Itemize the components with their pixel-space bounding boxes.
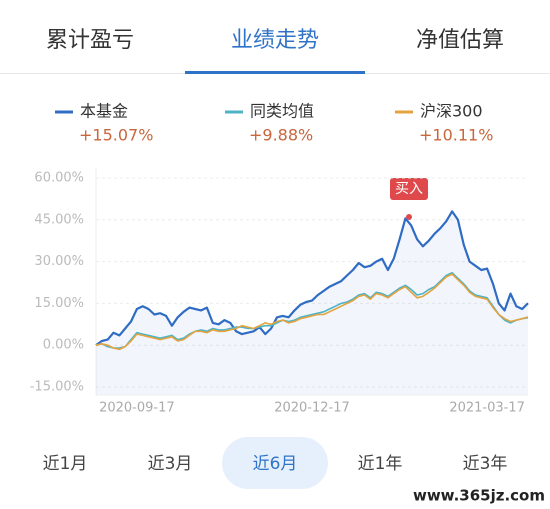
legend-change: +10.11% [419, 126, 493, 145]
annotation-box [390, 178, 428, 200]
y-tick-label: 30.00% [34, 254, 84, 269]
y-tick-label: 45.00% [34, 212, 84, 227]
x-tick-label: 2021-03-17 [449, 401, 525, 416]
series-line [95, 271, 529, 349]
range-button[interactable]: 近3月 [148, 454, 193, 474]
tab[interactable]: 累计盈亏 [46, 28, 134, 53]
legend-label: 沪深300 [420, 102, 483, 121]
y-tick-label: 60.00% [34, 171, 84, 186]
x-tick-label: 2020-12-17 [274, 401, 350, 416]
series-line [95, 210, 529, 347]
x-tick-label: 2020-09-17 [99, 401, 175, 416]
range-button[interactable]: 近1年 [358, 454, 403, 474]
buy-marker [406, 214, 412, 220]
range-button[interactable]: 近1月 [43, 454, 88, 474]
range-button[interactable]: 近3年 [463, 454, 508, 474]
annotation: 买入 [395, 181, 423, 197]
range-button[interactable]: 近6月 [253, 454, 298, 474]
legend-change: +15.07% [79, 126, 153, 145]
tab-active[interactable]: 业绩走势 [231, 28, 319, 53]
series-line [95, 273, 529, 351]
watermark: www.365jz.com [413, 487, 545, 505]
legend-label: 同类均值 [250, 102, 314, 121]
y-tick-label: -15.00% [30, 380, 84, 395]
legend-label: 本基金 [80, 102, 128, 121]
area [96, 211, 528, 395]
tab[interactable]: 净值估算 [416, 28, 504, 53]
y-tick-label: 15.00% [34, 296, 84, 311]
y-tick-label: 0.00% [43, 338, 84, 353]
range-active-bg [222, 437, 328, 489]
tab-underline [185, 71, 365, 74]
legend-change: +9.88% [249, 126, 313, 145]
